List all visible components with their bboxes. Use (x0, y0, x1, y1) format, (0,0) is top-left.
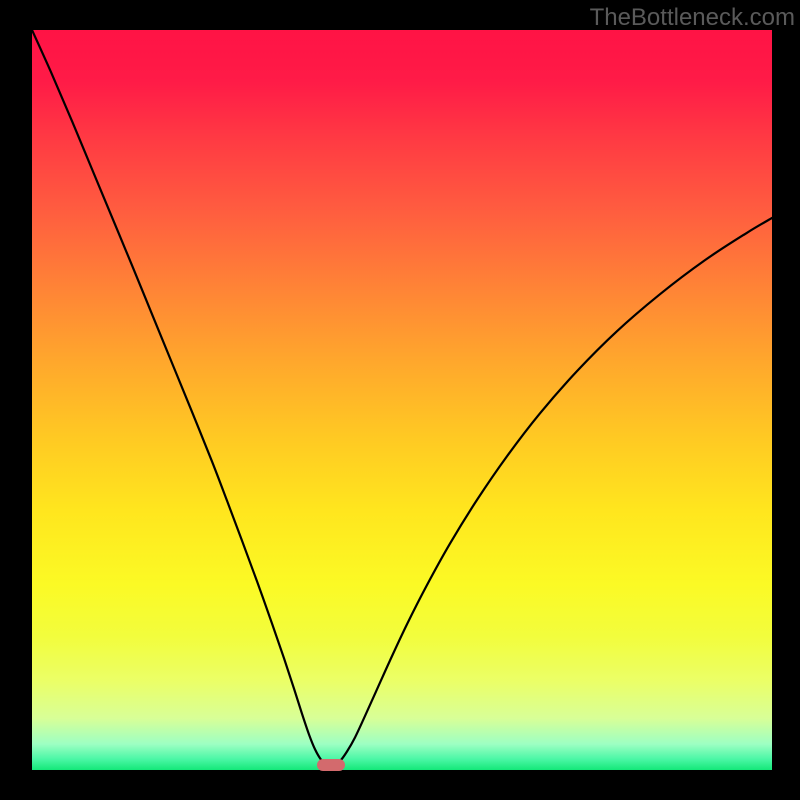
bottleneck-curve (32, 30, 772, 770)
plot-area (32, 30, 772, 770)
optimal-marker (317, 759, 345, 771)
watermark-text: TheBottleneck.com (590, 4, 795, 32)
stage: TheBottleneck.com (0, 0, 800, 800)
